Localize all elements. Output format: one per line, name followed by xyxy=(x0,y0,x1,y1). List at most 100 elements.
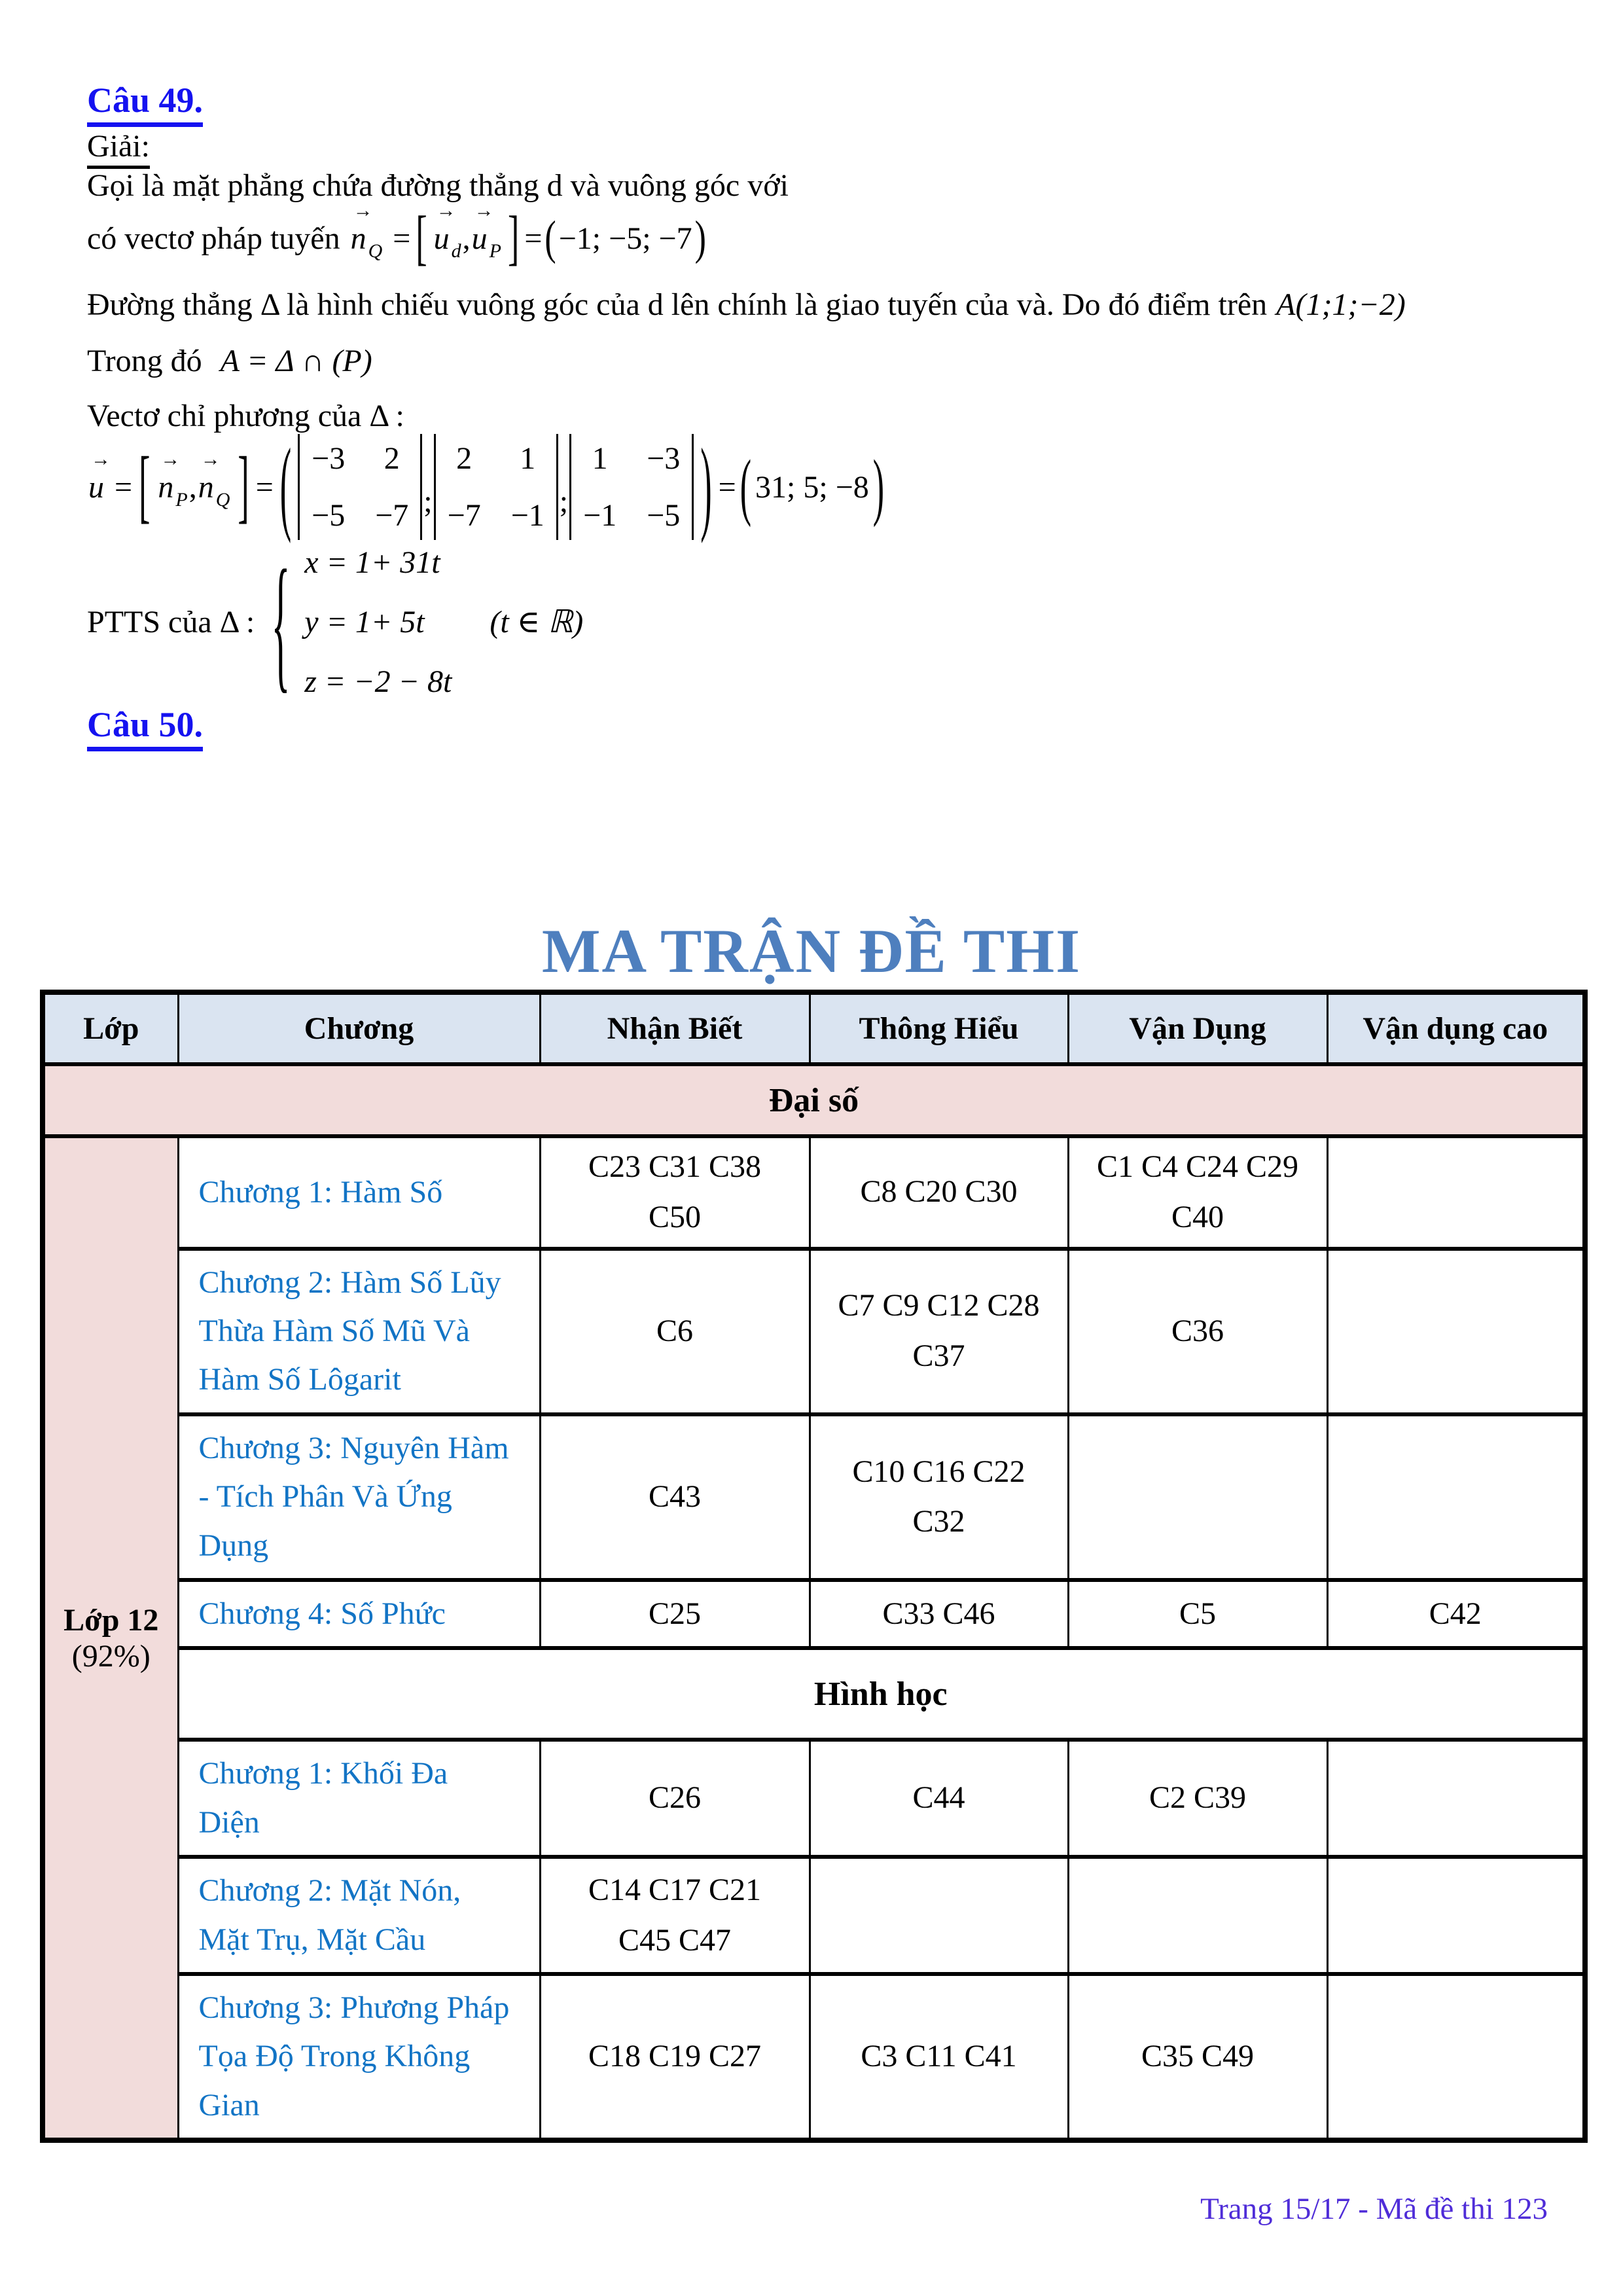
normal-vector-components: −1; −5; −7 xyxy=(558,221,692,256)
nb-cell: C18 C19 C27 xyxy=(539,1971,811,2143)
det2-a: 2 xyxy=(456,441,473,476)
header-van-dung-cao: Vận dụng cao xyxy=(1326,990,1586,1066)
th-cell: C44 xyxy=(808,1738,1069,1859)
vdc-cell xyxy=(1326,1246,1586,1416)
vector-np-subscript: P xyxy=(175,489,188,511)
vector-nq-subscript: Q xyxy=(215,489,230,511)
table-row: Chương 3: Nguyên Hàm - Tích Phân Và Ứng … xyxy=(43,1412,1586,1582)
table-row: Chương 2: Hàm Số Lũy Thừa Hàm Số Mũ Và H… xyxy=(43,1246,1586,1416)
vector-u2-letter: u xyxy=(471,221,488,256)
right-bracket: ] xyxy=(238,442,249,532)
chapter-cell: Chương 3: Phương Pháp Tọa Độ Trong Không… xyxy=(177,1971,541,2143)
question-50-label: Câu 50. xyxy=(87,704,204,751)
th-cell: C10 C16 C22 C32 xyxy=(808,1412,1069,1582)
semicolon: ; xyxy=(423,484,433,519)
parameter-domain: (t ∈ ℝ) xyxy=(490,605,584,639)
semicolon: ; xyxy=(559,484,569,519)
vector-u-letter: u xyxy=(88,469,104,505)
th-cell: C33 C46 xyxy=(808,1577,1069,1651)
determinant-3: 1 −3 −1 −5 xyxy=(569,434,694,540)
det2-d: −1 xyxy=(510,498,544,533)
nb-cell: C43 xyxy=(539,1412,811,1582)
vd-cell: C2 C39 xyxy=(1067,1738,1329,1859)
table-row: Chương 2: Mặt Nón, Mặt Trụ, Mặt Cầu C14 … xyxy=(43,1855,1586,1976)
section-label-algebra: Đại số xyxy=(41,1062,1586,1138)
system-brace: { xyxy=(271,537,291,706)
page-footer: Trang 15/17 - Mã đề thi 123 xyxy=(1200,2192,1548,2226)
det3-a: 1 xyxy=(592,441,608,476)
det3-b: −3 xyxy=(647,441,681,476)
equals-sign: = xyxy=(393,221,411,256)
equals-sign: = xyxy=(115,469,133,505)
comma: , xyxy=(462,221,471,256)
paragraph-3-text: Đường thẳng Δ là hình chiếu vuông góc củ… xyxy=(87,287,1268,322)
vector-nq: → n xyxy=(197,449,221,505)
det1-a: −3 xyxy=(312,441,346,476)
nb-cell: C6 xyxy=(539,1246,811,1416)
vd-cell xyxy=(1067,1412,1329,1582)
exam-matrix-table: Lớp Chương Nhận Biết Thông Hiểu Vận Dụng… xyxy=(40,990,1588,2144)
th-cell: C7 C9 C12 C28 C37 xyxy=(808,1246,1069,1416)
vd-cell: C35 C49 xyxy=(1067,1971,1329,2143)
vector-np: → n xyxy=(156,449,180,505)
table-header-row: Lớp Chương Nhận Biết Thông Hiểu Vận Dụng… xyxy=(41,990,1586,1066)
chapter-cell: Chương 2: Hàm Số Lũy Thừa Hàm Số Mũ Và H… xyxy=(177,1246,541,1416)
exam-matrix-table-wrapper: Lớp Chương Nhận Biết Thông Hiểu Vận Dụng… xyxy=(40,990,1588,2144)
header-thong-hieu: Thông Hiểu xyxy=(808,990,1069,1066)
normal-vector-formula: có vectơ pháp tuyến → n Q = [ → u d , → … xyxy=(87,200,709,272)
question-49-heading: Câu 49. xyxy=(87,80,204,127)
nb-cell: C26 xyxy=(539,1738,811,1859)
equation-y: y = 1+ 5t xyxy=(304,604,425,639)
vector-u1-letter: u xyxy=(433,221,450,256)
vdc-cell xyxy=(1326,1971,1586,2143)
vector-u: → u xyxy=(87,449,111,505)
nb-cell: C23 C31 C38 C50 xyxy=(539,1134,811,1251)
left-paren: ( xyxy=(544,212,556,264)
equation-system: x = 1+ 31t y = 1+ 5t z = −2 − 8t xyxy=(304,545,452,700)
vdc-cell: C42 xyxy=(1326,1577,1586,1651)
direction-vector-components: 31; 5; −8 xyxy=(755,469,869,505)
vector-arrow-icon: → xyxy=(91,448,111,470)
vdc-cell xyxy=(1326,1738,1586,1859)
vector-arrow-icon: → xyxy=(474,199,494,221)
left-paren: ( xyxy=(740,446,752,528)
section-label-geometry: Hình học xyxy=(177,1646,1586,1742)
header-lop: Lớp xyxy=(41,990,179,1066)
vector-arrow-icon: → xyxy=(160,448,181,470)
paragraph-4-text: Trong đó xyxy=(87,344,202,378)
grade-cell: Lớp 12 (92%) xyxy=(41,1134,179,2143)
det3-c: −1 xyxy=(583,498,617,533)
vector-u2: → u xyxy=(471,200,494,257)
nb-cell: C14 C17 C21 C45 C47 xyxy=(539,1855,811,1976)
det1-d: −7 xyxy=(375,498,409,533)
vector-arrow-icon: → xyxy=(436,199,456,221)
table-row: Chương 4: Số Phức C25 C33 C46 C5 C42 xyxy=(43,1577,1586,1651)
normal-vector-prefix: có vectơ pháp tuyến xyxy=(87,221,340,256)
left-paren: ( xyxy=(279,429,292,545)
vector-np-letter: n xyxy=(158,469,174,505)
chapter-cell: Chương 1: Hàm Số xyxy=(177,1134,541,1251)
vdc-cell xyxy=(1326,1134,1586,1251)
section-row-geometry: Hình học xyxy=(43,1646,1586,1742)
grade-label: Lớp 12 xyxy=(63,1602,159,1638)
det1-b: 2 xyxy=(383,441,400,476)
vector-arrow-icon: → xyxy=(200,448,221,470)
chapter-cell: Chương 1: Khối Đa Diện xyxy=(177,1738,541,1859)
vdc-cell xyxy=(1326,1412,1586,1582)
header-chuong: Chương xyxy=(177,990,541,1066)
determinant-2: 2 1 −7 −1 xyxy=(433,434,558,540)
vector-n: → n xyxy=(349,200,373,257)
point-a-coordinates: A(1;1;−2) xyxy=(1276,287,1406,322)
right-paren: ) xyxy=(694,212,706,264)
question-49-label: Câu 49. xyxy=(87,80,204,127)
determinant-1: −3 2 −5 −7 xyxy=(298,434,423,540)
chapter-cell: Chương 4: Số Phức xyxy=(177,1577,541,1651)
right-paren: ) xyxy=(872,446,885,528)
vector-arrow-icon: → xyxy=(353,199,373,221)
table-row: Chương 1: Khối Đa Diện C26 C44 C2 C39 xyxy=(43,1738,1586,1859)
parametric-equation-block: PTTS của Δ : { x = 1+ 31t y = 1+ 5t z = … xyxy=(87,537,584,706)
vector-u1: → u xyxy=(433,200,456,257)
vector-u2-subscript: P xyxy=(489,240,501,262)
table-row: Lớp 12 (92%) Chương 1: Hàm Số C23 C31 C3… xyxy=(41,1134,1586,2143)
